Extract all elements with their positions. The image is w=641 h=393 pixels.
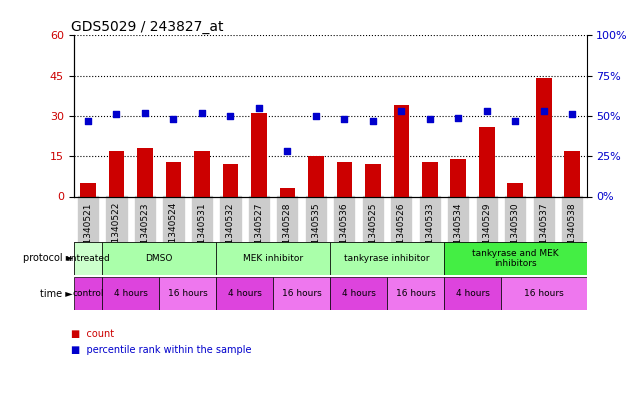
Bar — [137, 148, 153, 196]
Text: ■  percentile rank within the sample: ■ percentile rank within the sample — [71, 345, 251, 355]
Bar — [387, 277, 444, 310]
Point — [481, 108, 492, 114]
Point — [311, 113, 321, 119]
Text: untreated: untreated — [65, 254, 110, 263]
Bar — [444, 277, 501, 310]
Bar — [273, 277, 330, 310]
Bar — [365, 164, 381, 196]
Bar — [222, 164, 238, 196]
Bar — [479, 127, 495, 196]
Text: GDS5029 / 243827_at: GDS5029 / 243827_at — [71, 20, 224, 34]
Bar — [508, 183, 523, 196]
Text: protocol ►: protocol ► — [23, 253, 73, 263]
Bar — [251, 113, 267, 196]
Text: 16 hours: 16 hours — [168, 289, 208, 298]
Point — [197, 110, 207, 116]
Bar — [80, 183, 96, 196]
Point — [225, 113, 235, 119]
Bar — [216, 277, 273, 310]
Text: 16 hours: 16 hours — [282, 289, 322, 298]
Text: tankyrase inhibitor: tankyrase inhibitor — [344, 254, 430, 263]
Bar — [337, 162, 352, 196]
Text: 4 hours: 4 hours — [113, 289, 147, 298]
Bar — [422, 162, 438, 196]
Bar — [394, 105, 409, 196]
Bar — [444, 242, 587, 275]
Text: ■  count: ■ count — [71, 329, 113, 339]
Text: 4 hours: 4 hours — [456, 289, 490, 298]
Point — [396, 108, 406, 114]
Point — [453, 114, 463, 121]
Bar — [501, 277, 587, 310]
Point — [112, 111, 122, 118]
Text: control: control — [72, 289, 104, 298]
Text: DMSO: DMSO — [146, 254, 173, 263]
Text: 16 hours: 16 hours — [524, 289, 563, 298]
Bar — [165, 162, 181, 196]
Point — [169, 116, 179, 122]
Point — [567, 111, 578, 118]
Bar — [216, 242, 330, 275]
Text: time ►: time ► — [40, 289, 73, 299]
Point — [425, 116, 435, 122]
Point — [538, 108, 549, 114]
Bar — [74, 242, 102, 275]
Point — [83, 118, 93, 124]
Bar — [279, 188, 296, 196]
Point — [339, 116, 349, 122]
Bar — [74, 277, 102, 310]
Text: 4 hours: 4 hours — [342, 289, 376, 298]
Point — [510, 118, 520, 124]
Text: tankyrase and MEK
inhibitors: tankyrase and MEK inhibitors — [472, 249, 558, 268]
Bar — [159, 277, 216, 310]
Bar — [108, 151, 124, 196]
Bar — [330, 242, 444, 275]
Bar — [102, 242, 216, 275]
Text: MEK inhibitor: MEK inhibitor — [243, 254, 303, 263]
Bar — [194, 151, 210, 196]
Bar — [308, 156, 324, 196]
Point — [140, 110, 150, 116]
Bar — [536, 78, 552, 196]
Text: 16 hours: 16 hours — [395, 289, 435, 298]
Point — [368, 118, 378, 124]
Bar — [330, 277, 387, 310]
Bar — [451, 159, 466, 196]
Bar — [565, 151, 580, 196]
Text: 4 hours: 4 hours — [228, 289, 262, 298]
Point — [282, 148, 292, 154]
Bar — [102, 277, 159, 310]
Point — [254, 105, 264, 111]
